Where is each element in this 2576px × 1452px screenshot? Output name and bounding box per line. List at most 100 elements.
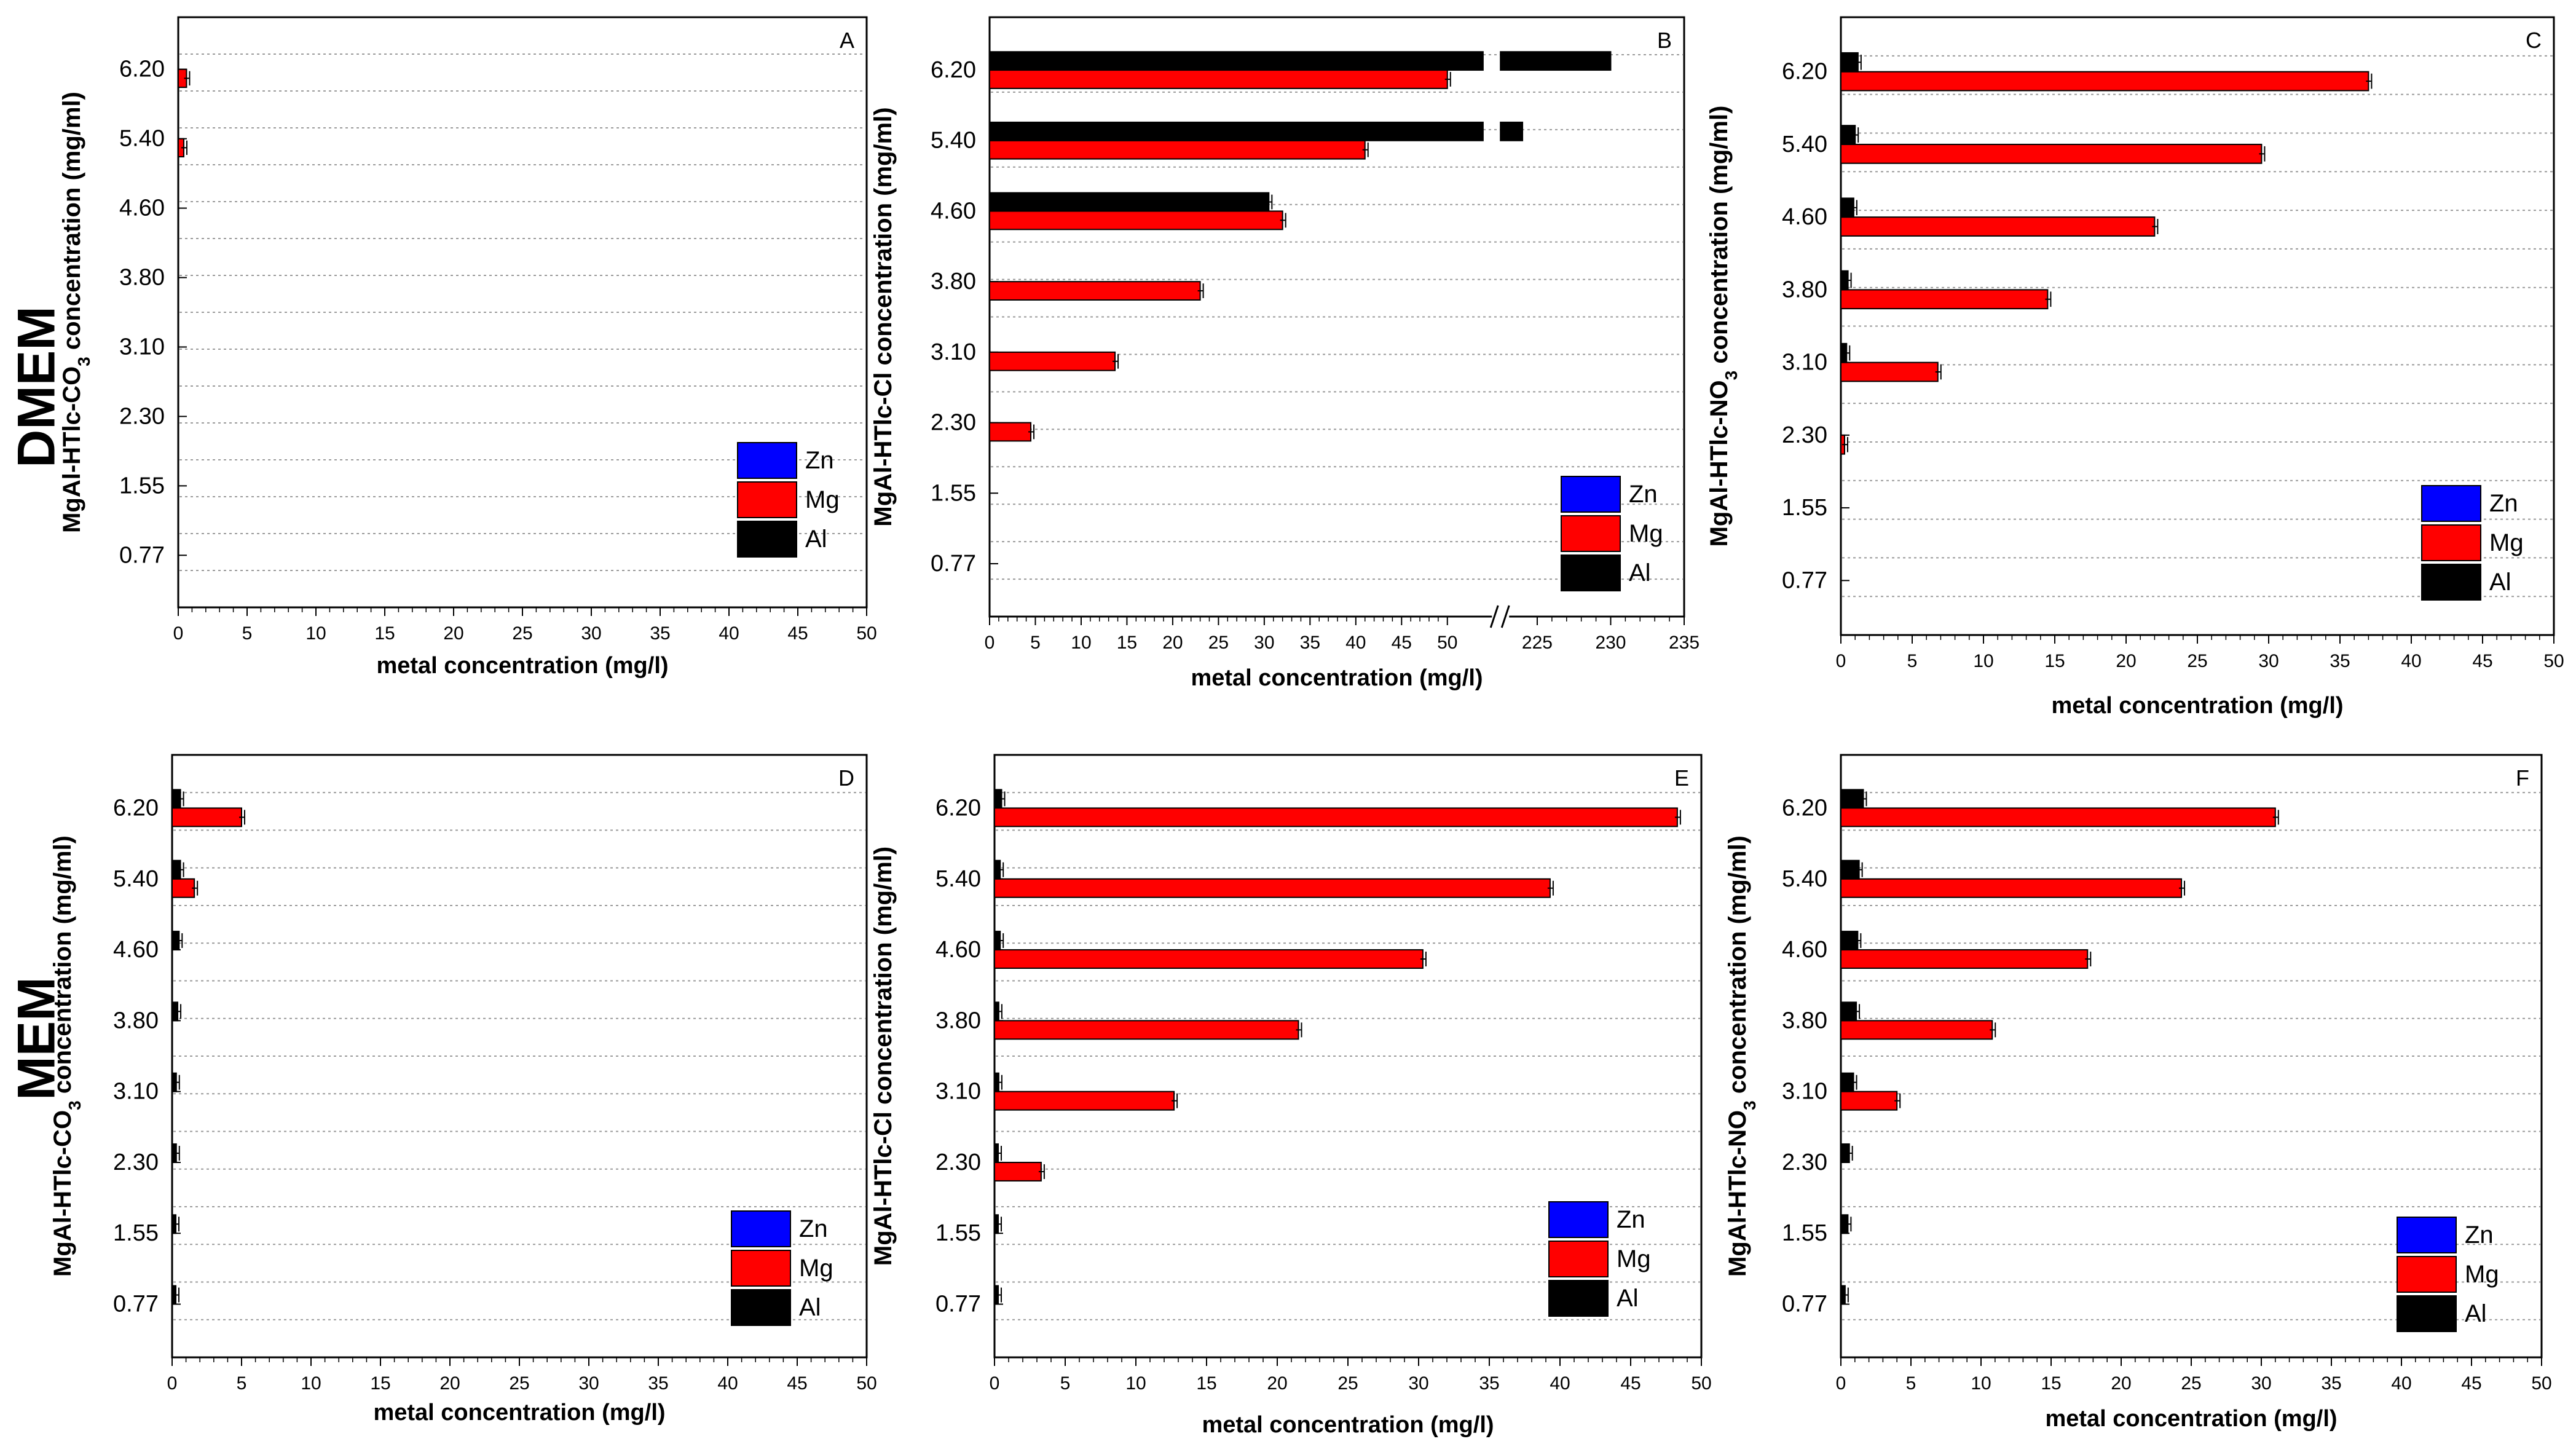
panel-letter: F (2516, 765, 2529, 791)
y-tick-label: 5.40 (935, 866, 981, 892)
legend-label-al: Al (1617, 1285, 1639, 1312)
x-tick-label: 10 (1973, 651, 1993, 671)
x-tick-label: 45 (787, 1373, 807, 1394)
legend-label-mg: Mg (805, 486, 840, 513)
x-tick-label: 50 (2531, 1373, 2551, 1394)
legend-swatch-mg (2397, 1256, 2457, 1293)
axis-break-mark (1500, 605, 1510, 628)
x-tick-label: 0 (990, 1373, 1000, 1394)
x-tick-label: 20 (2116, 651, 2136, 671)
y-axis-label: MgAl-HTlc-CO3 concentration (mg/ml) (58, 92, 93, 533)
y-tick-label: 5.40 (119, 126, 165, 152)
x-tick-label: 5 (242, 623, 253, 644)
x-tick-label: 25 (1208, 633, 1229, 653)
y-tick-label: 3.80 (119, 265, 165, 291)
x-tick-label: 45 (1620, 1373, 1641, 1394)
bar-al (1500, 51, 1612, 71)
x-tick-label: 25 (509, 1373, 529, 1394)
x-tick-label: 5 (1060, 1373, 1071, 1394)
legend-label-mg: Mg (799, 1255, 833, 1282)
y-tick-label: 0.77 (931, 551, 976, 577)
x-tick-label: 25 (2187, 651, 2207, 671)
chart-panel-b: 0.77 1.55 2.30 3.10 3.80 4.60 5.40 6.20 0 5 10 15 20… (870, 16, 1700, 691)
x-tick-label: 40 (719, 623, 739, 644)
legend-swatch-zn (2421, 485, 2481, 522)
y-tick-label: 1.55 (1782, 495, 1827, 521)
x-tick-label: 35 (650, 623, 670, 644)
legend-label-al: Al (805, 526, 827, 553)
y-tick-label: 1.55 (119, 473, 165, 499)
x-tick-label: 35 (648, 1373, 668, 1394)
bar-mg (1840, 1020, 1993, 1040)
bar-al (1840, 859, 1860, 880)
panel-letter: C (2526, 28, 2542, 53)
x-tick-label: 15 (370, 1373, 390, 1394)
x-axis-label: metal concentration (mg/l) (376, 653, 668, 679)
y-tick-label: 5.40 (113, 866, 159, 892)
x-tick-label: 40 (1550, 1373, 1570, 1394)
bar-mg (989, 210, 1283, 231)
x-tick-label: 235 (1669, 633, 1700, 653)
y-tick-label: 3.80 (113, 1008, 159, 1033)
legend-swatch-mg (1548, 1241, 1609, 1277)
y-axis-label: MgAl-HTlc-NO3 concentration (mg/ml) (1724, 835, 1759, 1277)
x-tick-label: 50 (2543, 651, 2564, 671)
bar-mg (1840, 1091, 1898, 1111)
x-tick-label: 30 (1408, 1373, 1428, 1394)
y-tick-label: 4.60 (1782, 937, 1827, 963)
bar-mg (1840, 216, 2156, 237)
x-tick-label: 0 (1836, 651, 1846, 671)
legend-swatch-al (1561, 554, 1621, 591)
x-axis-label: metal concentration (mg/l) (373, 1400, 665, 1426)
x-tick-label: 35 (2330, 651, 2350, 671)
bar-mg (994, 878, 1551, 898)
x-tick-label: 10 (305, 623, 326, 644)
y-tick-label: 3.10 (1782, 350, 1827, 376)
legend-swatch-al (1548, 1280, 1609, 1317)
y-tick-label: 3.10 (1782, 1079, 1827, 1105)
y-tick-label: 2.30 (931, 410, 976, 436)
y-axis-label: MgAl-HTlc-NO3 concentration (mg/ml) (1706, 106, 1741, 547)
x-tick-label: 5 (237, 1373, 247, 1394)
bar-al (1840, 931, 1859, 951)
y-tick-label: 0.77 (935, 1292, 981, 1317)
legend-swatch-mg (737, 481, 797, 518)
bar-mg (994, 807, 1678, 827)
y-tick-label: 0.77 (1782, 567, 1827, 593)
panel-letter: D (838, 765, 854, 791)
y-tick-label: 5.40 (1782, 866, 1827, 892)
legend: Zn Mg Al (1548, 1201, 1651, 1317)
x-tick-label: 0 (985, 633, 995, 653)
y-tick-label: 3.10 (113, 1079, 159, 1105)
legend-label-al: Al (799, 1294, 821, 1321)
y-tick-label: 2.30 (119, 403, 165, 429)
x-tick-label: 10 (301, 1373, 321, 1394)
legend: Zn Mg Al (2421, 485, 2524, 601)
legend: Zn Mg Al (2397, 1217, 2499, 1332)
x-tick-label: 20 (1267, 1373, 1287, 1394)
y-tick-label: 0.77 (113, 1292, 159, 1317)
legend-swatch-mg (2421, 524, 2481, 561)
y-tick-label: 1.55 (113, 1220, 159, 1246)
y-tick-label: 6.20 (119, 57, 165, 82)
legend-label-mg: Mg (2465, 1261, 2499, 1288)
y-tick-label: 3.80 (1782, 277, 1827, 302)
chart-panel-c: 0.77 1.55 2.30 3.10 3.80 4.60 5.40 6.20 0 5 10 15 20… (1706, 16, 2564, 719)
bar-al (989, 51, 1484, 71)
x-tick-label: 40 (2391, 1373, 2411, 1394)
bar-al (1840, 52, 1859, 73)
x-tick-label: 25 (512, 623, 532, 644)
legend-label-mg: Mg (1629, 520, 1663, 547)
bar-mg (994, 1020, 1299, 1040)
bar-mg (994, 1091, 1175, 1111)
panel-letter: A (840, 28, 854, 53)
bar-al (989, 192, 1270, 212)
y-tick-label: 1.55 (931, 480, 976, 506)
bar-mg (1840, 878, 2183, 898)
axis-break-mark (1489, 605, 1499, 628)
x-tick-label: 20 (1162, 633, 1183, 653)
legend-swatch-zn (737, 442, 797, 479)
bar-mg (171, 807, 242, 827)
x-tick-label: 45 (2472, 651, 2492, 671)
legend-swatch-al (737, 521, 797, 558)
